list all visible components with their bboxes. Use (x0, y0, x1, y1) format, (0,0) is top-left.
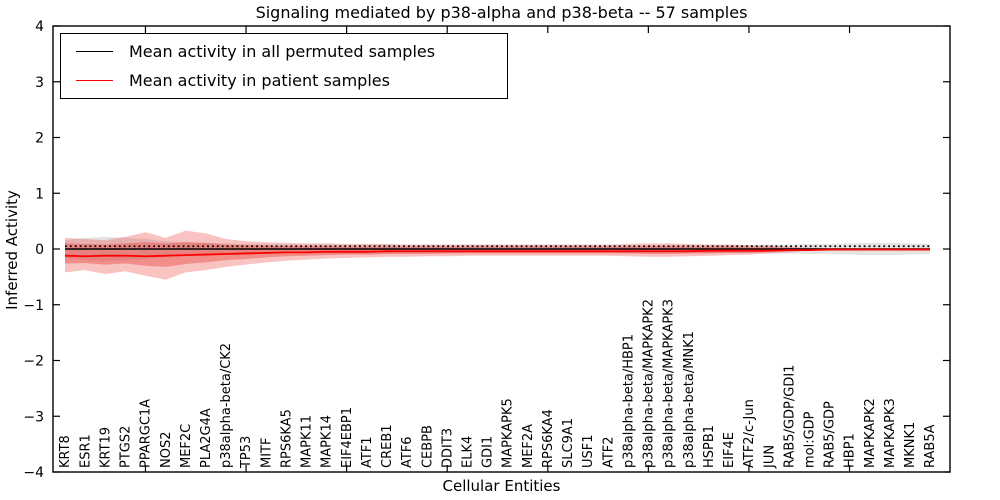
y-tick-label: 2 (35, 131, 44, 147)
x-tick-label: KRT19 (98, 427, 113, 468)
x-tick-label: GDI1 (481, 436, 496, 468)
x-tick-label: p38alpha-beta/CK2 (219, 343, 234, 468)
x-tick-label: PPARGC1A (139, 399, 154, 468)
legend: Mean activity in all permuted samples Me… (60, 33, 508, 99)
x-tick-label: RAB5/GDP (823, 401, 838, 468)
x-tick-label: DDIT3 (440, 428, 455, 468)
x-tick-label: MAPK11 (300, 415, 315, 468)
x-tick-label: SLC9A1 (561, 418, 576, 468)
x-tick-label: RPS6KA5 (279, 409, 294, 468)
x-tick-label: TP53 (239, 436, 254, 469)
x-tick-label: p38alpha-beta/HBP1 (621, 334, 636, 468)
x-tick-label: HSPB1 (702, 425, 717, 468)
x-tick-label: USF1 (581, 434, 596, 468)
y-tick-label: −1 (23, 298, 44, 314)
x-tick-label: MITF (259, 438, 274, 468)
x-tick-label: PTGS2 (119, 426, 134, 468)
patient-mean-line-swatch (76, 80, 113, 81)
x-tick-label: ESR1 (78, 434, 93, 468)
y-tick-label: −4 (23, 465, 44, 481)
x-tick-label: p38alpha-beta/MAPKAPK3 (662, 299, 677, 468)
x-tick-label: CREB1 (380, 424, 395, 468)
x-tick-label: MAPK14 (320, 415, 335, 468)
x-tick-label: KRT8 (58, 435, 73, 468)
x-tick-label: MAPKAPK5 (501, 398, 516, 468)
x-tick-label: MEF2C (179, 424, 194, 468)
x-axis-label: Cellular Entities (442, 477, 561, 495)
x-tick-label: MKNK1 (903, 422, 918, 468)
x-tick-label: HBP1 (843, 433, 858, 468)
patient-samples-std-outer-band (65, 230, 930, 280)
y-tick-label: 4 (35, 19, 44, 35)
y-tick-label: −2 (23, 354, 44, 370)
x-tick-label: ATF2 (601, 436, 616, 468)
legend-entry-patient: Mean activity in patient samples (61, 66, 507, 95)
x-tick-label: EIF4E (722, 432, 737, 468)
x-tick-label: NOS2 (159, 432, 174, 468)
y-tick-label: 1 (35, 186, 44, 202)
legend-entry-permuted: Mean activity in all permuted samples (61, 37, 507, 66)
x-tick-label: p38alpha-beta/MAPKAPK2 (642, 299, 657, 468)
x-tick-label: ATF6 (400, 436, 415, 468)
x-tick-label: EIF4EBP1 (340, 407, 355, 468)
x-tick-label: PLA2G4A (199, 408, 214, 468)
x-tick-label: MAPKAPK3 (883, 398, 898, 468)
x-tick-label: MEF2A (521, 424, 536, 468)
x-tick-label: CEBPB (420, 425, 435, 468)
patient-mean-line (64, 248, 930, 258)
x-tick-label: mol:GDP (803, 411, 818, 468)
x-tick-label: RAB5/GDP/GDI1 (782, 365, 797, 468)
legend-label: Mean activity in all permuted samples (129, 42, 436, 61)
x-tick-label: RPS6KA4 (541, 409, 556, 468)
x-tick-label: ATF1 (360, 436, 375, 468)
x-tick-label: JUN (762, 445, 777, 469)
y-tick-label: 3 (35, 75, 44, 91)
x-tick-label: ELK4 (461, 436, 476, 468)
chart-title: Signaling mediated by p38-alpha and p38-… (255, 3, 748, 22)
x-tick-label: ATF2/c-Jun (742, 399, 757, 468)
permuted-mean-line-swatch (76, 51, 113, 52)
y-tick-label: 0 (35, 242, 44, 258)
legend-label: Mean activity in patient samples (129, 71, 390, 90)
y-axis-label: Inferred Activity (3, 190, 21, 310)
x-tick-label: MAPKAPK2 (863, 398, 878, 468)
y-tick-label: −3 (23, 409, 44, 425)
x-tick-label: RAB5A (923, 424, 938, 468)
x-tick-label: p38alpha-beta/MNK1 (682, 331, 697, 468)
